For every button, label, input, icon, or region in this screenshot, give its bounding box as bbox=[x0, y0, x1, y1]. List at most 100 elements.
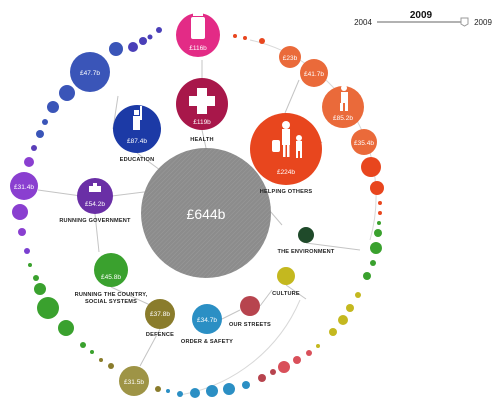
outer-dot[interactable] bbox=[293, 356, 301, 364]
outer-dot[interactable] bbox=[33, 275, 39, 281]
outer-dot[interactable] bbox=[37, 297, 59, 319]
outer-dot[interactable] bbox=[42, 119, 48, 125]
help-2-value: £41.7b bbox=[304, 71, 324, 78]
outer-dot[interactable] bbox=[18, 228, 26, 236]
outer-dot[interactable] bbox=[363, 272, 371, 280]
outer-dot[interactable] bbox=[24, 157, 34, 167]
node-order-safety[interactable]: £34.7b ORDER & SAFETY bbox=[181, 304, 233, 345]
outer-dot[interactable] bbox=[338, 315, 348, 325]
node-education-outer[interactable]: £47.7b bbox=[70, 52, 110, 92]
outer-dot[interactable] bbox=[80, 342, 86, 348]
outer-dot[interactable] bbox=[34, 283, 46, 295]
running-country-label-2: SOCIAL SYSTEMS bbox=[85, 299, 137, 305]
slider-handle[interactable] bbox=[460, 17, 469, 27]
node-help-3[interactable]: £85.2b bbox=[322, 85, 364, 128]
defence-outer-value: £31.5b bbox=[124, 379, 144, 386]
outer-dot[interactable] bbox=[58, 320, 74, 336]
outer-dot[interactable] bbox=[374, 229, 382, 237]
defence-label: DEFENCE bbox=[146, 332, 174, 338]
outer-dot[interactable] bbox=[259, 38, 265, 44]
outer-dot[interactable] bbox=[190, 388, 200, 398]
node-education[interactable]: £87.4b EDUCATION bbox=[113, 105, 161, 163]
node-our-streets[interactable]: OUR STREETS bbox=[229, 296, 271, 328]
government-value: £54.2b bbox=[85, 201, 105, 208]
people-icon bbox=[272, 121, 302, 158]
health-value: £119b bbox=[193, 119, 211, 126]
graduate-icon bbox=[133, 106, 142, 130]
node-defence[interactable]: £37.8b DEFENCE bbox=[145, 299, 175, 338]
year-selected: 2009 bbox=[410, 10, 433, 21]
node-health[interactable]: £119b HEALTH bbox=[176, 78, 228, 143]
outer-dot[interactable] bbox=[378, 201, 382, 205]
outer-dot[interactable] bbox=[147, 34, 153, 40]
outer-dot[interactable] bbox=[346, 304, 354, 312]
outer-dot[interactable] bbox=[242, 381, 250, 389]
outer-dot[interactable] bbox=[377, 221, 381, 225]
outer-dot[interactable] bbox=[128, 42, 138, 52]
health-label: HEALTH bbox=[190, 137, 213, 143]
node-help-1[interactable]: £23b bbox=[279, 46, 301, 68]
outer-dot[interactable] bbox=[243, 36, 247, 40]
node-health-top[interactable]: £116b bbox=[176, 12, 220, 57]
outer-dot[interactable] bbox=[306, 350, 312, 356]
outer-dot[interactable] bbox=[99, 358, 103, 362]
outer-dot[interactable] bbox=[233, 34, 237, 38]
outer-dot[interactable] bbox=[36, 130, 44, 138]
outer-dot[interactable] bbox=[278, 361, 290, 373]
outer-dot[interactable] bbox=[370, 242, 382, 254]
walking-person-icon bbox=[340, 85, 348, 111]
node-culture[interactable]: CULTURE bbox=[272, 267, 300, 297]
node-environment[interactable]: THE ENVIRONMENT bbox=[277, 227, 335, 255]
total-bubble[interactable]: £644b bbox=[141, 148, 271, 278]
outer-dots bbox=[12, 27, 384, 398]
outer-dot[interactable] bbox=[166, 389, 170, 393]
outer-dot[interactable] bbox=[355, 292, 361, 298]
outer-dot[interactable] bbox=[47, 101, 59, 113]
outer-dot[interactable] bbox=[24, 248, 30, 254]
helping-others-label: HELPING OTHERS bbox=[260, 189, 313, 195]
health-top-value: £116b bbox=[189, 45, 207, 52]
node-defence-outer[interactable]: £31.5b bbox=[119, 366, 149, 396]
outer-dot[interactable] bbox=[12, 204, 28, 220]
outer-dot[interactable] bbox=[155, 386, 161, 392]
year-end: 2009 bbox=[474, 18, 492, 27]
outer-dot[interactable] bbox=[156, 27, 162, 33]
outer-dot[interactable] bbox=[270, 369, 276, 375]
outer-dot[interactable] bbox=[370, 181, 384, 195]
government-label: RUNNING GOVERNMENT bbox=[59, 218, 131, 224]
outer-dot[interactable] bbox=[370, 260, 376, 266]
outer-dot[interactable] bbox=[59, 85, 75, 101]
total-value: £644b bbox=[187, 206, 226, 222]
node-running-government[interactable]: £54.2b RUNNING GOVERNMENT bbox=[59, 178, 131, 224]
outer-dot[interactable] bbox=[206, 385, 218, 397]
outer-dot[interactable] bbox=[316, 344, 320, 348]
help-4-value: £35.4b bbox=[354, 140, 374, 147]
outer-dot[interactable] bbox=[361, 157, 381, 177]
outer-dot[interactable] bbox=[329, 328, 337, 336]
node-help-2[interactable]: £41.7b bbox=[300, 59, 328, 87]
node-help-4[interactable]: £35.4b bbox=[351, 129, 377, 155]
outer-dot[interactable] bbox=[177, 391, 183, 397]
node-running-country[interactable]: £45.8b RUNNING THE COUNTRY, SOCIAL SYSTE… bbox=[75, 253, 148, 305]
outer-dot[interactable] bbox=[28, 263, 32, 267]
year-slider[interactable]: 2009 2004 2009 bbox=[354, 10, 492, 27]
order-safety-value: £34.7b bbox=[197, 317, 217, 324]
outer-dot[interactable] bbox=[223, 383, 235, 395]
node-helping-others[interactable]: £224b HELPING OTHERS bbox=[250, 113, 322, 195]
medicine-bottle-icon bbox=[191, 12, 205, 39]
running-country-value: £45.8b bbox=[101, 274, 121, 281]
outer-dot[interactable] bbox=[108, 363, 114, 369]
defence-value: £37.8b bbox=[150, 311, 170, 318]
outer-dot[interactable] bbox=[258, 374, 266, 382]
help-1-value: £23b bbox=[283, 55, 298, 62]
outer-dot[interactable] bbox=[139, 37, 147, 45]
outer-dot[interactable] bbox=[109, 42, 123, 56]
outer-dot[interactable] bbox=[31, 145, 37, 151]
node-government-outer[interactable]: £31.4b bbox=[10, 172, 38, 200]
outer-dot[interactable] bbox=[378, 211, 382, 215]
government-outer-value: £31.4b bbox=[14, 184, 34, 191]
outer-dot[interactable] bbox=[90, 350, 94, 354]
education-label: EDUCATION bbox=[120, 157, 155, 163]
education-value: £87.4b bbox=[127, 138, 147, 145]
